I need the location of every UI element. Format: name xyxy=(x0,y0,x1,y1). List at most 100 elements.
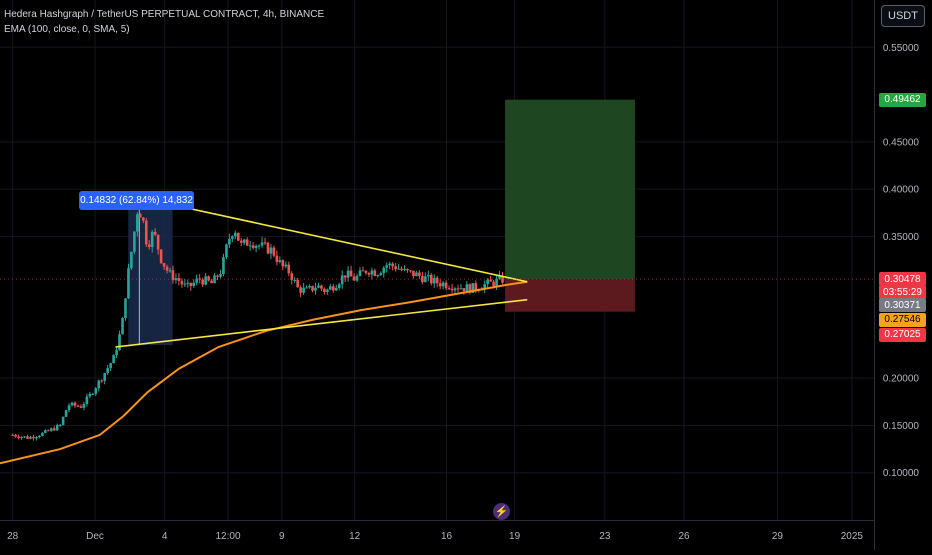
candle xyxy=(489,279,492,282)
candle xyxy=(70,402,74,406)
candle xyxy=(429,274,433,284)
candle xyxy=(278,260,282,262)
candle xyxy=(210,280,213,284)
candle xyxy=(281,260,285,267)
candle xyxy=(35,437,38,439)
x-tick-label: 26 xyxy=(678,531,690,542)
candle xyxy=(284,264,288,267)
candle xyxy=(127,268,130,299)
x-tick-label: 12 xyxy=(349,531,361,542)
candle xyxy=(388,263,391,266)
x-tick-label: 12:00 xyxy=(215,531,240,542)
candle xyxy=(320,285,323,289)
candle xyxy=(272,247,276,256)
candle xyxy=(355,275,359,281)
candle xyxy=(91,393,95,395)
candle xyxy=(141,217,145,221)
candle xyxy=(501,275,504,283)
candle xyxy=(207,276,210,281)
price-tag: 03:55:29 xyxy=(879,285,926,300)
candle xyxy=(343,275,347,278)
candle xyxy=(397,268,400,270)
candle xyxy=(290,273,294,281)
y-tick-label: 0.55000 xyxy=(883,43,920,54)
candle xyxy=(269,247,273,254)
candle xyxy=(358,270,362,276)
candle xyxy=(337,284,341,288)
candle xyxy=(201,279,204,285)
candle xyxy=(103,373,106,381)
candle xyxy=(162,263,166,267)
candle xyxy=(174,278,178,281)
candle xyxy=(293,279,296,281)
candle xyxy=(94,388,98,394)
candle xyxy=(406,268,409,271)
candle xyxy=(234,232,237,237)
candle xyxy=(82,404,86,408)
candle xyxy=(228,238,231,245)
candle xyxy=(165,266,169,271)
candle xyxy=(453,288,457,291)
candle xyxy=(20,436,23,438)
y-tick-label: 0.45000 xyxy=(883,137,920,148)
candle xyxy=(49,428,53,431)
candle xyxy=(329,286,332,290)
price-tag: 0.30371 xyxy=(879,298,926,313)
x-tick-label: 9 xyxy=(279,531,285,542)
candle xyxy=(23,436,26,438)
candle xyxy=(177,278,181,281)
candle xyxy=(468,284,472,293)
candle xyxy=(150,231,154,247)
candle xyxy=(426,274,430,277)
y-tick-label: 0.10000 xyxy=(883,468,920,479)
candle xyxy=(159,249,163,264)
candle xyxy=(180,280,184,285)
candle xyxy=(296,279,299,288)
x-tick-label: 16 xyxy=(441,531,453,542)
candle xyxy=(88,393,92,397)
candle xyxy=(459,288,463,290)
candle xyxy=(364,270,368,274)
candle xyxy=(373,270,377,276)
y-tick-label: 0.20000 xyxy=(883,374,920,385)
candle xyxy=(331,286,335,291)
candle xyxy=(124,298,127,319)
candle xyxy=(421,276,424,283)
candle xyxy=(311,286,314,291)
measure-box xyxy=(128,203,173,346)
candle xyxy=(486,279,489,285)
indicator-legend[interactable]: EMA (100, close, 0, SMA, 5) xyxy=(4,24,130,35)
candle xyxy=(394,266,397,270)
x-tick-label: 19 xyxy=(509,531,521,542)
candle xyxy=(314,287,317,291)
candle xyxy=(438,283,442,287)
candle xyxy=(52,428,56,431)
candle xyxy=(204,276,207,285)
lightning-icon[interactable]: ⚡ xyxy=(493,503,510,520)
candle xyxy=(186,282,190,284)
candle xyxy=(495,278,498,287)
candle xyxy=(299,287,302,293)
candle xyxy=(370,270,374,275)
candle xyxy=(198,278,201,280)
x-tick-label: 23 xyxy=(599,531,611,542)
candle xyxy=(236,232,240,241)
symbol-title: Hedera Hashgraph / TetherUS PERPETUAL CO… xyxy=(4,9,325,20)
candle xyxy=(242,239,246,243)
candle xyxy=(64,410,68,417)
candle xyxy=(403,268,406,271)
candle xyxy=(41,432,44,436)
candle xyxy=(257,245,261,247)
candle xyxy=(55,424,59,431)
candle xyxy=(156,234,160,250)
candle xyxy=(100,380,104,382)
candle xyxy=(435,277,439,284)
candle xyxy=(118,334,121,350)
x-tick-label: Dec xyxy=(86,531,104,542)
currency-button[interactable]: USDT xyxy=(881,5,925,27)
candle xyxy=(251,245,255,248)
candle xyxy=(260,242,264,246)
candle xyxy=(38,435,41,438)
